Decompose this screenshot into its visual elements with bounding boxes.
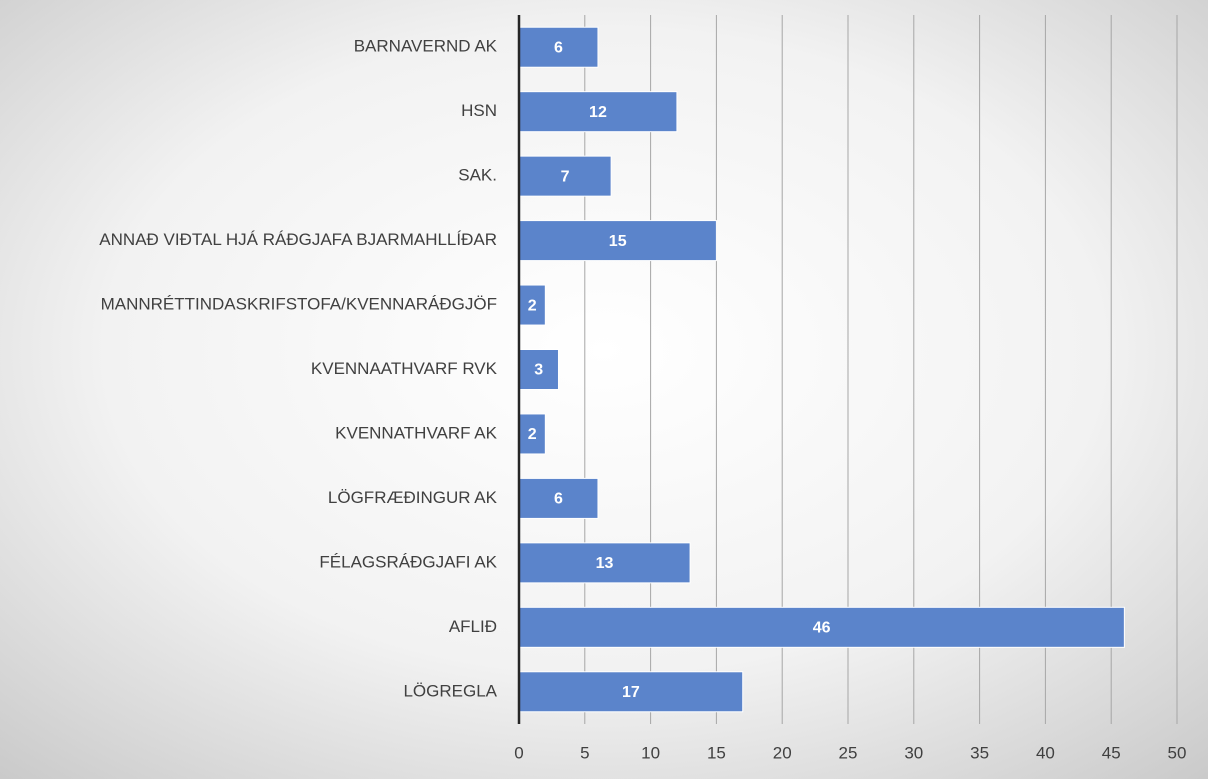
x-tick-label: 10 bbox=[641, 743, 660, 762]
y-tick-label: MANNRÉTTINDASKRIFSTOFA/KVENNARÁÐGJÖF bbox=[101, 295, 497, 314]
y-tick-label: LÖGREGLA bbox=[403, 681, 497, 700]
x-tick-label: 35 bbox=[970, 743, 989, 762]
y-tick-label: LÖGFRÆÐINGUR AK bbox=[328, 488, 498, 507]
data-label: 7 bbox=[561, 168, 570, 185]
data-label: 3 bbox=[534, 362, 543, 379]
y-tick-label: FÉLAGSRÁÐGJAFI AK bbox=[319, 552, 497, 571]
bar bbox=[518, 671, 744, 713]
data-label: 6 bbox=[554, 491, 563, 508]
bar bbox=[518, 91, 678, 133]
x-tick-label: 20 bbox=[773, 743, 792, 762]
y-tick-label: HSN bbox=[461, 101, 497, 120]
y-tick-label: KVENNATHVARF AK bbox=[335, 423, 498, 442]
x-tick-label: 0 bbox=[514, 743, 523, 762]
data-label: 17 bbox=[622, 684, 640, 701]
x-tick-label: 40 bbox=[1036, 743, 1055, 762]
y-tick-label: KVENNAATHVARF RVK bbox=[311, 359, 498, 378]
bar bbox=[518, 155, 612, 197]
data-label: 12 bbox=[589, 104, 607, 121]
data-label: 2 bbox=[528, 426, 537, 443]
y-tick-label: SAK. bbox=[458, 166, 497, 185]
x-tick-label: 45 bbox=[1102, 743, 1121, 762]
bar bbox=[518, 26, 599, 68]
bar bbox=[518, 542, 691, 584]
x-tick-label: 50 bbox=[1168, 743, 1187, 762]
bar bbox=[518, 413, 546, 455]
data-label: 15 bbox=[609, 233, 627, 250]
x-tick-label: 5 bbox=[580, 743, 589, 762]
bar bbox=[518, 284, 546, 326]
x-tick-label: 15 bbox=[707, 743, 726, 762]
data-label: 2 bbox=[528, 297, 537, 314]
y-tick-label: BARNAVERND AK bbox=[354, 37, 498, 56]
data-label: 6 bbox=[554, 39, 563, 56]
x-tick-label: 30 bbox=[904, 743, 923, 762]
data-label: 13 bbox=[596, 555, 614, 572]
y-tick-label: ANNAÐ VIÐTAL HJÁ RÁÐGJAFA BJARMAHLLÍÐAR bbox=[99, 230, 497, 249]
bar bbox=[518, 220, 717, 262]
bar bbox=[518, 477, 599, 519]
y-tick-label: AFLIÐ bbox=[449, 617, 497, 636]
data-label: 46 bbox=[813, 620, 831, 637]
x-tick-label: 25 bbox=[839, 743, 858, 762]
